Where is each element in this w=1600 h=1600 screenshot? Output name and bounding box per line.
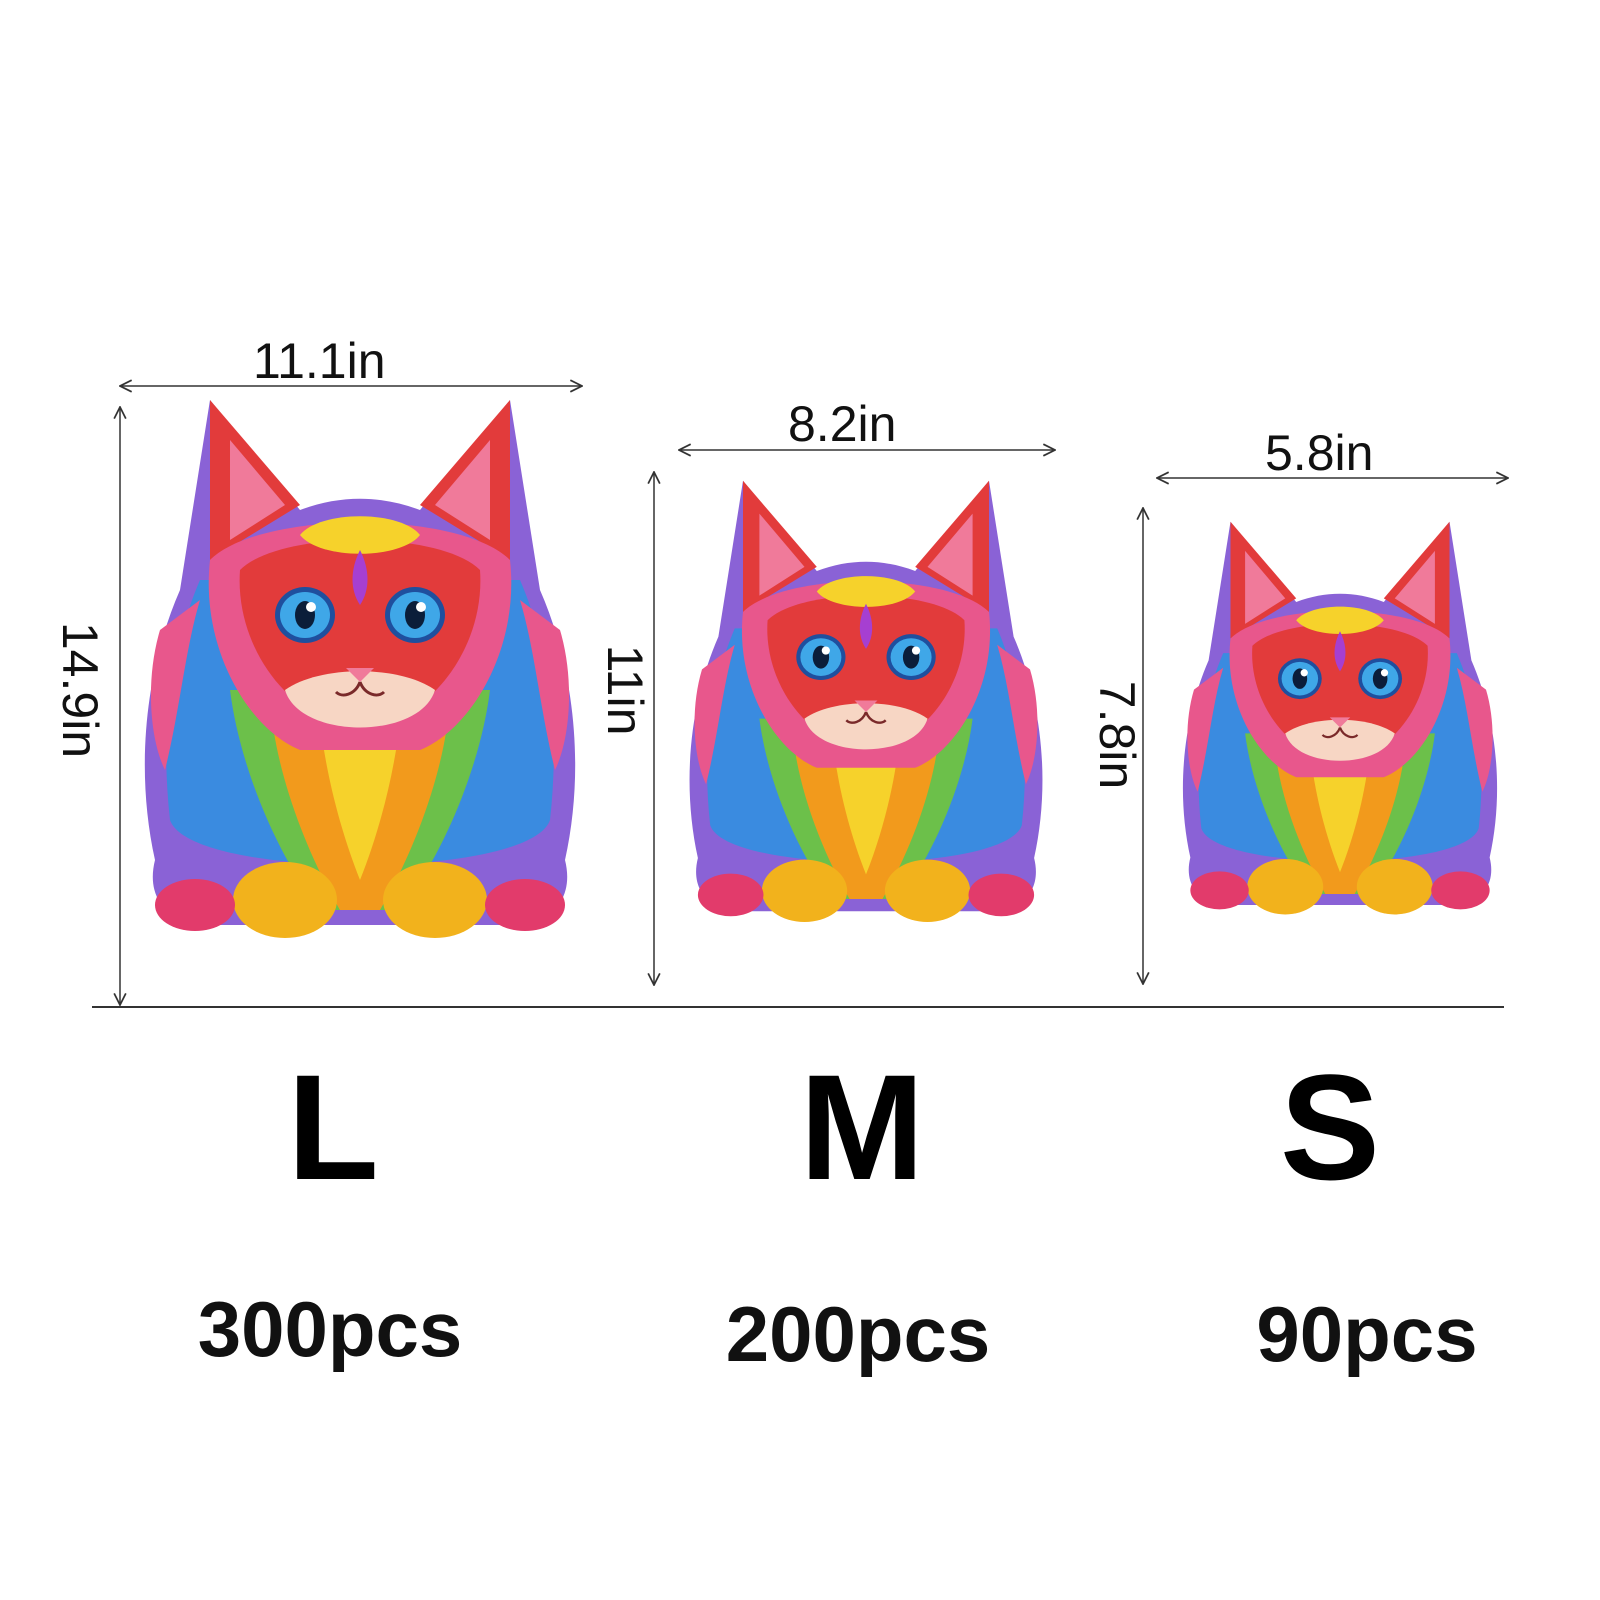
cat-illustration-small: [1181, 520, 1499, 916]
width-label-large: 11.1in: [253, 333, 386, 389]
piece-count-large: 300pcs: [197, 1285, 463, 1373]
size-letter-small: S: [1279, 1043, 1381, 1211]
width-label-small: 5.8in: [1265, 425, 1374, 481]
height-label-small: 7.8in: [1089, 680, 1145, 790]
width-label-medium: 8.2in: [788, 396, 897, 452]
piece-count-small: 90pcs: [1256, 1290, 1478, 1378]
size-letter-medium: M: [799, 1043, 925, 1211]
cat-illustration-large: [143, 398, 577, 940]
piece-count-medium: 200pcs: [725, 1290, 991, 1378]
height-label-medium: 11in: [597, 644, 653, 736]
size-letter-large: L: [287, 1043, 379, 1211]
height-label-large: 14.9in: [52, 621, 108, 759]
cat-illustration-medium: [688, 479, 1044, 924]
